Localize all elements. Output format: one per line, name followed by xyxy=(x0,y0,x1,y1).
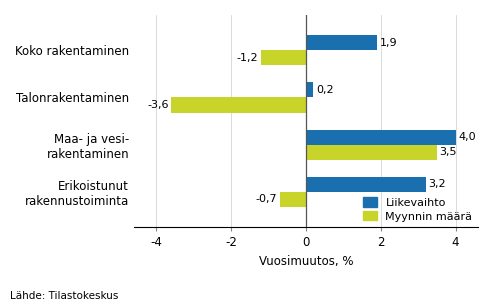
Text: 3,5: 3,5 xyxy=(439,147,457,157)
Text: 1,9: 1,9 xyxy=(380,38,397,48)
Bar xyxy=(280,192,306,207)
Text: Lähde: Tilastokeskus: Lähde: Tilastokeskus xyxy=(10,291,118,301)
Text: 0,2: 0,2 xyxy=(316,85,334,95)
Bar xyxy=(306,35,377,50)
Bar xyxy=(306,145,437,160)
Text: 4,0: 4,0 xyxy=(458,132,476,142)
X-axis label: Vuosimuutos, %: Vuosimuutos, % xyxy=(259,255,353,268)
Legend: Liikevaihto, Myynnin määrä: Liikevaihto, Myynnin määrä xyxy=(363,197,472,222)
Bar xyxy=(306,82,314,98)
Text: 3,2: 3,2 xyxy=(428,179,446,189)
Bar xyxy=(261,50,306,65)
Bar xyxy=(172,98,306,112)
Text: -1,2: -1,2 xyxy=(237,53,258,63)
Text: -3,6: -3,6 xyxy=(147,100,169,110)
Bar xyxy=(306,177,425,192)
Text: -0,7: -0,7 xyxy=(255,194,277,204)
Bar xyxy=(306,130,456,145)
